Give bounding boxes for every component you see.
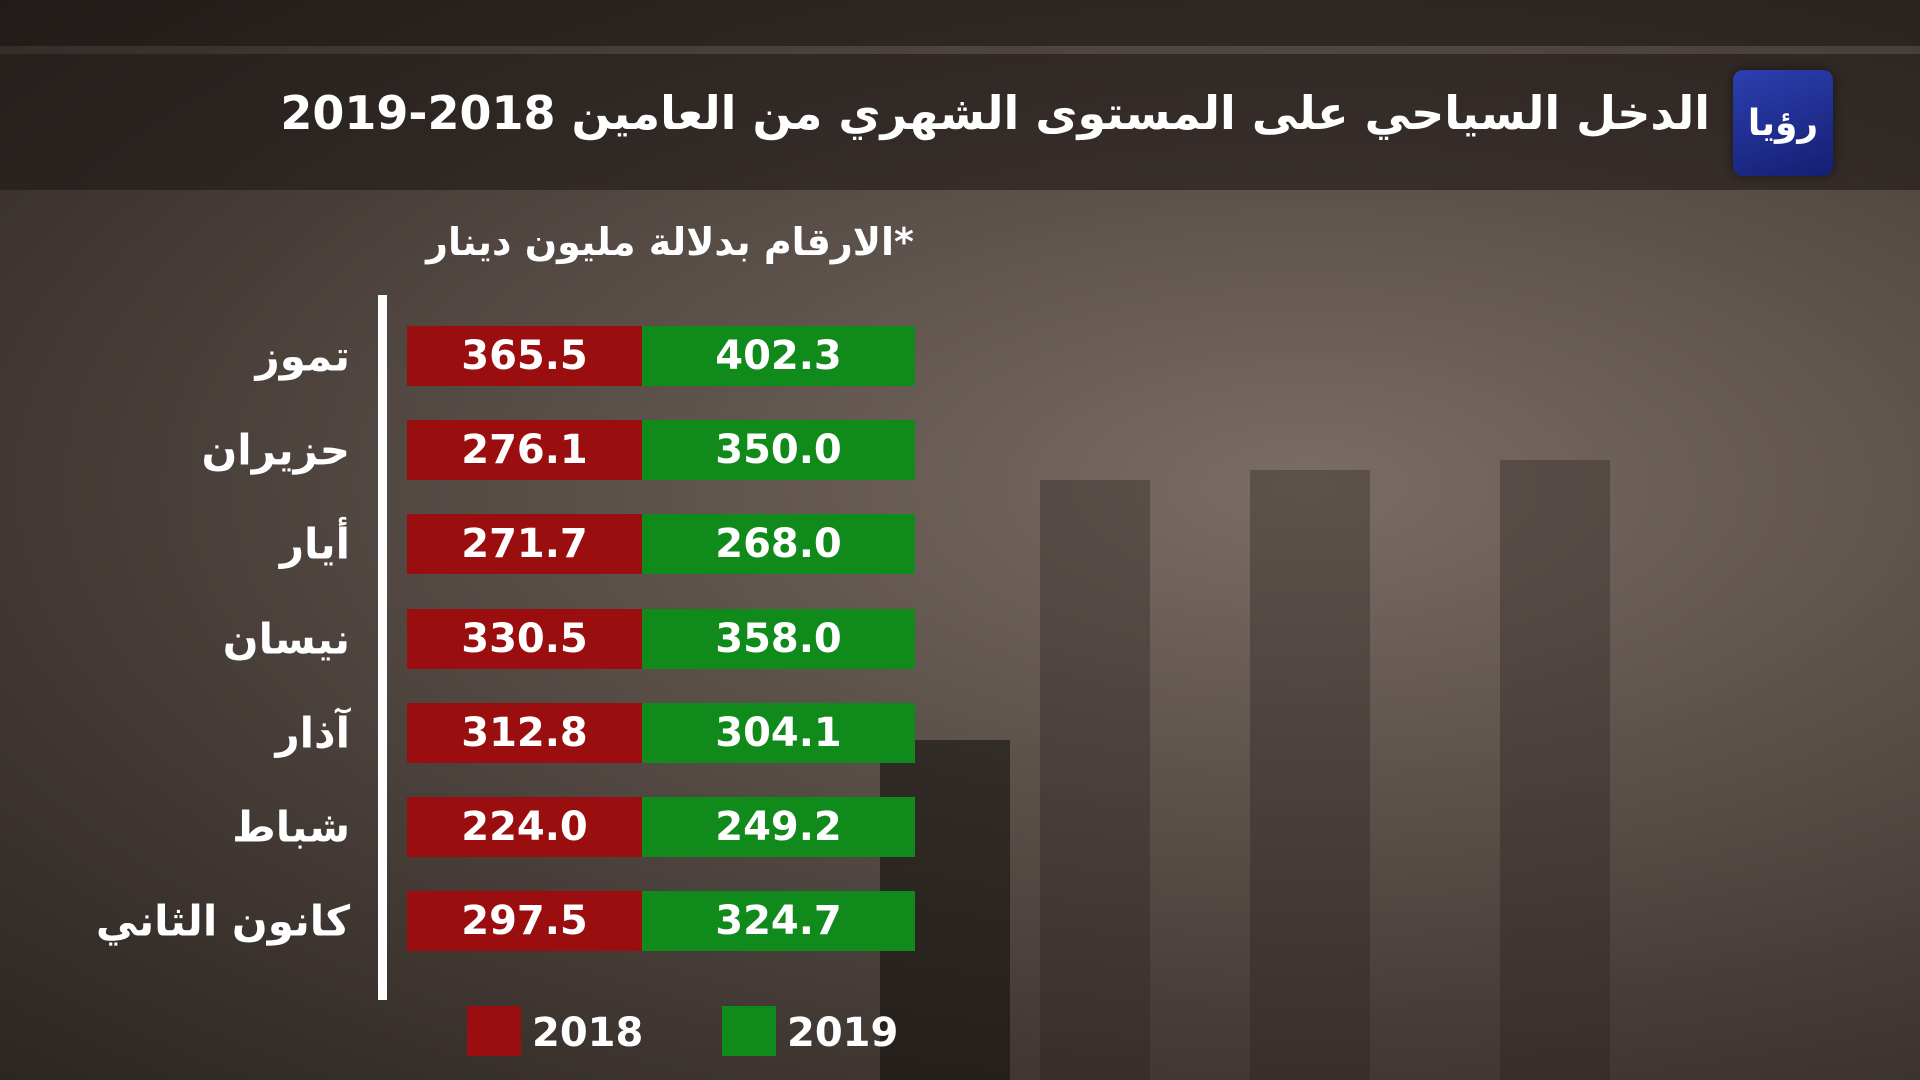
background-shape [1500,460,1610,1080]
value-cell: 358.0 [642,608,915,669]
month-label: أيار [279,519,350,569]
title: الدخل السياحي على المستوى الشهري من العا… [280,86,1710,140]
value-cell: 249.2 [642,797,915,857]
top-bar [0,0,1920,46]
legend-label: 2019 [787,1010,899,1056]
month-label: حزيران [201,425,350,475]
legend-label: 2018 [532,1010,644,1056]
legend-swatch [722,1006,776,1056]
value-cell: 297.5 [407,891,642,952]
month-label: آذار [275,708,350,758]
value-cell: 402.3 [642,326,915,386]
month-label: كانون الثاني [95,896,350,946]
month-label: شباط [232,802,350,852]
legend-swatch [467,1006,521,1056]
logo: رؤيا [1733,70,1833,176]
month-label: تموز [255,331,350,381]
value-cell: 350.0 [642,420,915,481]
value-cell: 365.5 [407,326,642,386]
background-shape [1250,470,1370,1080]
title-band [0,54,1920,190]
background-shape [1040,480,1150,1080]
value-cell: 330.5 [407,608,642,669]
value-cell: 271.7 [407,514,642,575]
value-cell: 304.1 [642,702,915,763]
value-cell: 276.1 [407,420,642,481]
value-cell: 312.8 [407,702,642,763]
value-cell: 224.0 [407,797,642,857]
subtitle: *الارقام بدلالة مليون دينار [426,220,914,264]
value-cell: 324.7 [642,891,915,952]
value-cell: 268.0 [642,514,915,575]
month-label: نيسان [222,614,350,664]
divider [378,295,387,1000]
